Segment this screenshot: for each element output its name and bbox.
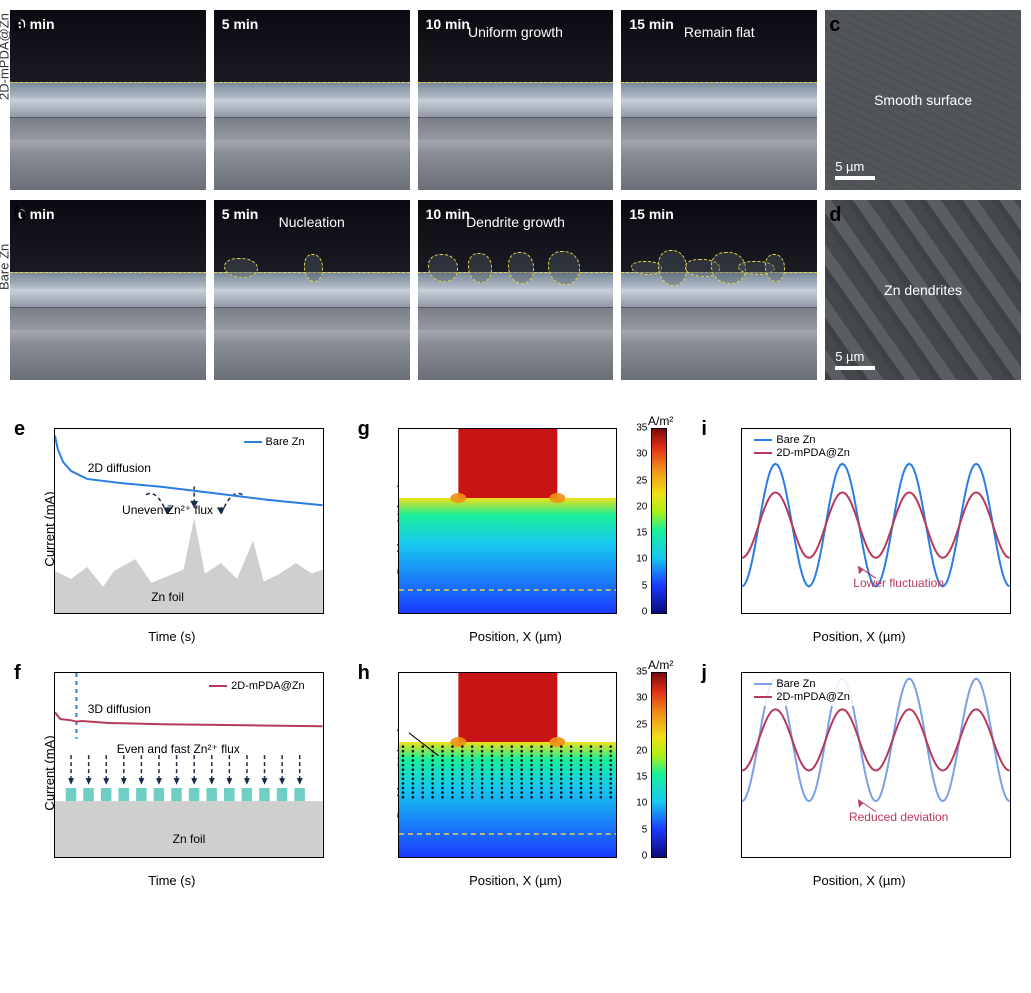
panel-label-h: h [358, 662, 370, 685]
scalebar: 5 µm [835, 159, 875, 180]
panel-b-frame-0: b Bare Zn 0 min [10, 200, 206, 380]
row-egi: e Current (mA) Time (s) Bare Zn2D diffus… [10, 414, 1021, 644]
panel-a-frame-1: 5 min [214, 10, 410, 190]
micrograph-b-3: 15 min [621, 200, 817, 380]
micrograph-a-1: 5 min [214, 10, 410, 190]
scalebar-label: 5 µm [835, 159, 864, 174]
colorbar-label: A/m² [648, 658, 673, 672]
panel-label-e: e [14, 418, 25, 441]
time-label: 10 min [426, 16, 470, 32]
time-label: 10 min [426, 206, 470, 222]
scalebar-line [835, 366, 875, 370]
panel-h: h Position, Y (µm) Position, X (µm) 2D-m… [354, 658, 678, 888]
scalebar-line [835, 176, 875, 180]
panel-label-f: f [14, 662, 21, 685]
sem-text: Zn dendrites [884, 282, 962, 298]
xlabel: Position, X (µm) [469, 629, 562, 644]
panel-g: g Position, Y (µm) Position, X (µm) 1111… [354, 414, 678, 644]
time-label: 5 min [222, 206, 259, 222]
micrograph-a-3: 15 min Remain flat [621, 10, 817, 190]
panel-b-frame-1: 5 min Nucleation [214, 200, 410, 380]
panel-label-j: j [701, 662, 707, 685]
panel-f: f Current (mA) Time (s) 2D-mPDA@Zn3D dif… [10, 658, 334, 888]
micrograph-b-0: 0 min [10, 200, 206, 380]
row-fhj: f Current (mA) Time (s) 2D-mPDA@Zn3D dif… [10, 658, 1021, 888]
micrograph-a-2: 10 min Uniform growth [418, 10, 614, 190]
colorbar-label: A/m² [648, 414, 673, 428]
micrograph-a-0: 0 min [10, 10, 206, 190]
panel-label-i: i [701, 418, 707, 441]
time-label: 5 min [222, 16, 259, 32]
overlay-text: Uniform growth [468, 24, 563, 40]
plot-area-h: 2D-mPDA1111.577.588.59 [398, 672, 618, 858]
panel-c: c Smooth surface 5 µm [825, 10, 1021, 190]
micrograph-b-1: 5 min Nucleation [214, 200, 410, 380]
plot-area-g: 1111.577.588.59 [398, 428, 618, 614]
xlabel: Time (s) [148, 873, 195, 888]
scalebar: 5 µm [835, 349, 875, 370]
xlabel: Position, X (µm) [813, 629, 906, 644]
panel-a-frame-0: a 2D-mPDA@Zn 0 min [10, 10, 206, 190]
time-label: 15 min [629, 16, 673, 32]
panel-j: j Normalized concentration Position, X (… [697, 658, 1021, 888]
panel-b-frame-2: 10 min Dendrite growth [418, 200, 614, 380]
plot-area-j: Bare Zn2D-mPDA@ZnReduced deviation121416… [741, 672, 1011, 858]
panel-label-g: g [358, 418, 370, 441]
panel-e: e Current (mA) Time (s) Bare Zn2D diffus… [10, 414, 334, 644]
panel-b-frame-3: 15 min [621, 200, 817, 380]
plot-area-e: Bare Zn2D diffusionUneven Zn²⁺ fluxZn fo… [54, 428, 324, 614]
colorbar [651, 672, 667, 858]
panel-label-d: d [829, 204, 841, 227]
xlabel: Time (s) [148, 629, 195, 644]
colorbar [651, 428, 667, 614]
panel-label-b: b [14, 204, 26, 227]
overlay-text: Dendrite growth [466, 214, 565, 230]
plot-area-i: Bare Zn2D-mPDA@ZnLower fluctuation121416… [741, 428, 1011, 614]
panel-label-a: a [14, 14, 25, 37]
panel-i: i Current density (A m⁻²) Position, X (µ… [697, 414, 1021, 644]
sem-image-smooth: Smooth surface 5 µm [825, 10, 1021, 190]
overlay-text: Nucleation [279, 214, 345, 230]
panel-d: d Zn dendrites 5 µm [825, 200, 1021, 380]
sem-image-dendrites: Zn dendrites 5 µm [825, 200, 1021, 380]
panel-label-c: c [829, 14, 840, 37]
sem-text: Smooth surface [874, 92, 972, 108]
time-label: 15 min [629, 206, 673, 222]
overlay-text: Remain flat [684, 24, 755, 40]
panel-a-frame-3: 15 min Remain flat [621, 10, 817, 190]
xlabel: Position, X (µm) [813, 873, 906, 888]
panel-a-frame-2: 10 min Uniform growth [418, 10, 614, 190]
xlabel: Position, X (µm) [469, 873, 562, 888]
micrograph-b-2: 10 min Dendrite growth [418, 200, 614, 380]
plot-area-f: 2D-mPDA@Zn3D diffusionEven and fast Zn²⁺… [54, 672, 324, 858]
scalebar-label: 5 µm [835, 349, 864, 364]
top-micrograph-grid: a 2D-mPDA@Zn 0 min 5 min 10 min Uniform … [10, 10, 1021, 400]
